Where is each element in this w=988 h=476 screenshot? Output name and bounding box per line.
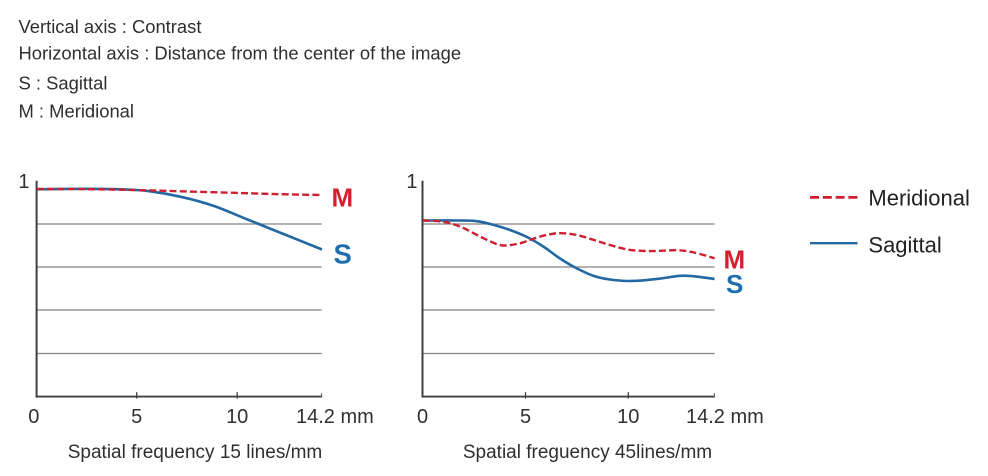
svg-text:1: 1: [406, 171, 417, 193]
svg-text:10: 10: [617, 406, 639, 428]
svg-text:M: M: [724, 245, 746, 275]
svg-text:S: S: [334, 239, 352, 270]
svg-text:S: S: [726, 269, 743, 299]
svg-text:0: 0: [28, 406, 39, 428]
svg-text:1: 1: [18, 171, 29, 193]
svg-text:M : Meridional: M : Meridional: [19, 100, 135, 121]
svg-text:Horizontal axis : Distance fro: Horizontal axis : Distance from the cent…: [19, 42, 462, 63]
svg-text:Meridional: Meridional: [868, 185, 970, 210]
svg-text:5: 5: [131, 406, 142, 428]
svg-text:Spatial freguency 45lines/mm: Spatial freguency 45lines/mm: [463, 442, 712, 463]
svg-text:0: 0: [417, 406, 428, 428]
svg-text:14.2 mm: 14.2 mm: [296, 406, 374, 428]
svg-text:5: 5: [520, 406, 531, 428]
svg-text:14.2 mm: 14.2 mm: [686, 406, 764, 428]
svg-text:Spatial frequency 15 lines/mm: Spatial frequency 15 lines/mm: [68, 442, 323, 463]
svg-text:Sagittal: Sagittal: [868, 232, 941, 257]
svg-text:S : Sagittal: S : Sagittal: [19, 72, 108, 93]
svg-text:Vertical axis : Contrast: Vertical axis : Contrast: [19, 16, 202, 37]
svg-text:M: M: [332, 183, 354, 213]
svg-text:10: 10: [226, 406, 248, 428]
